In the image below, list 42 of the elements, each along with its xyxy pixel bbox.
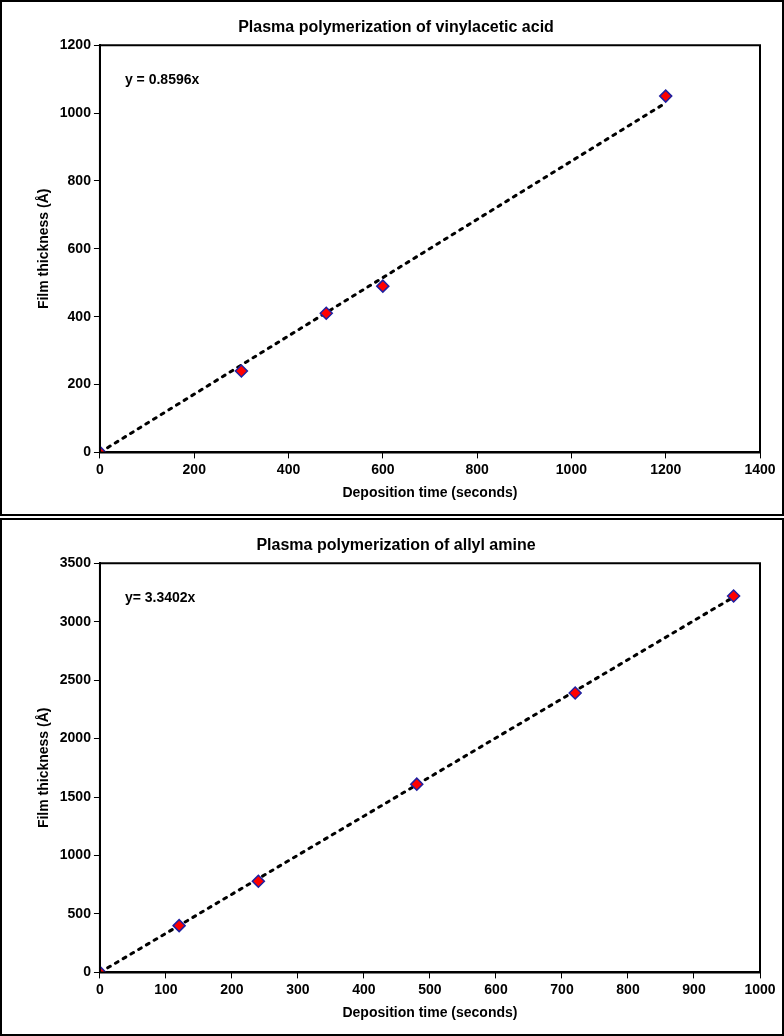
y-axis-title: Film thickness (Å) [35, 188, 52, 310]
x-tick-label: 800 [616, 980, 640, 997]
x-tick-label: 600 [371, 460, 395, 477]
x-tick-label: 1400 [744, 460, 776, 477]
x-tick-label: 400 [352, 980, 376, 997]
y-tick-label: 1500 [59, 787, 92, 804]
x-tick-label: 0 [96, 980, 105, 997]
x-tick-label: 900 [682, 980, 706, 997]
x-tick-label: 0 [96, 460, 105, 477]
y-tick-label: 400 [67, 307, 92, 324]
x-tick-label: 1000 [744, 980, 776, 997]
x-axis-title: Deposition time (seconds) [342, 484, 518, 501]
x-tick-label: 400 [276, 460, 301, 477]
y-tick-label: 3500 [59, 554, 92, 571]
y-tick-label: 0 [83, 443, 92, 460]
x-axis-title: Deposition time (seconds) [342, 1004, 518, 1021]
y-tick-label: 600 [67, 239, 92, 256]
y-tick-label: 200 [67, 375, 92, 392]
y-axis-title: Film thickness (Å) [35, 707, 52, 829]
y-tick-label: 1000 [59, 846, 92, 863]
chart-title: Plasma polymerization of allyl amine [256, 536, 536, 554]
y-tick-label: 1000 [59, 103, 92, 120]
chart-title: Plasma polymerization of vinylacetic acid [238, 18, 554, 36]
x-tick-label: 1000 [555, 460, 588, 477]
y-tick-label: 0 [83, 963, 92, 980]
y-tick-label: 3000 [59, 612, 92, 629]
annotation: y= 3.3402x [124, 589, 196, 606]
x-tick-label: 100 [154, 980, 178, 997]
y-tick-label: 500 [67, 904, 92, 921]
x-tick-label: 800 [465, 460, 490, 477]
x-tick-label: 600 [484, 980, 508, 997]
y-tick-label: 2500 [59, 670, 92, 687]
y-tick-label: 2000 [59, 729, 92, 746]
x-tick-label: 1200 [650, 460, 682, 477]
y-tick-label: 800 [67, 171, 92, 188]
x-tick-label: 200 [182, 460, 207, 477]
x-tick-label: 700 [550, 980, 574, 997]
x-tick-label: 300 [286, 980, 310, 997]
y-tick-label: 1200 [59, 36, 92, 53]
annotation: y = 0.8596x [124, 71, 200, 88]
x-tick-label: 200 [220, 980, 244, 997]
x-tick-label: 500 [418, 980, 442, 997]
